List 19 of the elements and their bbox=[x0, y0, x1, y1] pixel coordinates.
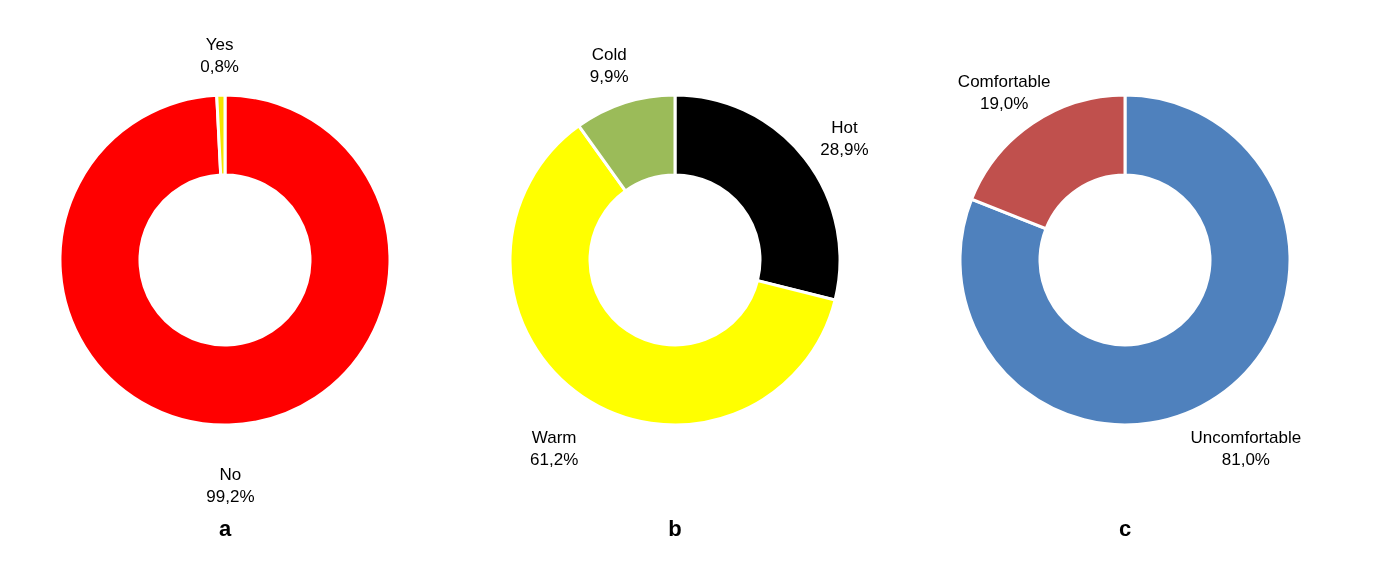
data-label: 9,9% bbox=[589, 67, 629, 87]
slice-label: Uncomfortable bbox=[1190, 427, 1302, 447]
data-label: 19,0% bbox=[980, 94, 1029, 114]
data-label: 81,0% bbox=[1221, 449, 1270, 469]
slice-label: Warm bbox=[531, 427, 577, 447]
data-label: 61,2% bbox=[530, 449, 579, 469]
donut-slice bbox=[58, 93, 392, 427]
data-label: 99,2% bbox=[206, 486, 255, 506]
text: c bbox=[1118, 516, 1132, 541]
donut-slice bbox=[958, 93, 1292, 427]
slice-label: Hot bbox=[831, 117, 858, 137]
slice-label: Comfortable bbox=[957, 72, 1051, 92]
data-label: 0,8% bbox=[200, 57, 239, 77]
slice-label: Cold bbox=[591, 45, 627, 65]
data-label: 28,9% bbox=[820, 139, 869, 159]
slice-label: No bbox=[219, 464, 242, 484]
text: b bbox=[668, 516, 682, 541]
slice-label: Yes bbox=[205, 35, 234, 55]
text: a bbox=[218, 516, 232, 541]
